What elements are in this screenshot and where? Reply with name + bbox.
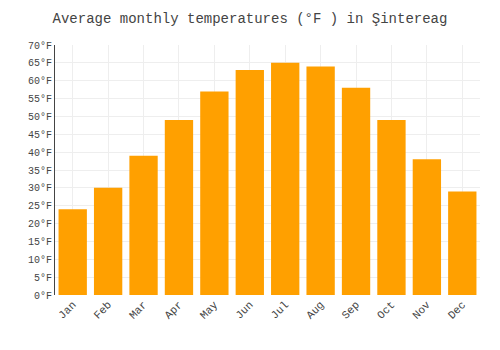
- svg-text:30°F: 30°F: [28, 183, 52, 194]
- svg-text:0°F: 0°F: [34, 291, 52, 302]
- svg-text:55°F: 55°F: [28, 94, 52, 105]
- svg-text:Jan: Jan: [56, 299, 78, 321]
- svg-text:20°F: 20°F: [28, 219, 52, 230]
- svg-text:Oct: Oct: [375, 299, 397, 321]
- svg-text:Aug: Aug: [304, 299, 326, 321]
- svg-text:60°F: 60°F: [28, 76, 52, 87]
- svg-text:Sep: Sep: [340, 299, 362, 321]
- svg-text:Feb: Feb: [92, 299, 114, 321]
- svg-text:10°F: 10°F: [28, 255, 52, 266]
- svg-text:35°F: 35°F: [28, 166, 52, 177]
- svg-text:May: May: [198, 299, 221, 322]
- svg-text:Mar: Mar: [127, 299, 149, 321]
- svg-text:40°F: 40°F: [28, 148, 52, 159]
- svg-text:Dec: Dec: [446, 299, 468, 321]
- svg-text:65°F: 65°F: [28, 58, 52, 69]
- svg-text:15°F: 15°F: [28, 237, 52, 248]
- svg-text:70°F: 70°F: [28, 41, 52, 52]
- svg-text:25°F: 25°F: [28, 201, 52, 212]
- svg-text:Average monthly temperatures (: Average monthly temperatures (°F ) in Şi…: [53, 11, 448, 27]
- svg-text:45°F: 45°F: [28, 130, 52, 141]
- svg-text:Apr: Apr: [162, 299, 184, 321]
- svg-text:Jun: Jun: [233, 299, 255, 321]
- svg-text:Jul: Jul: [269, 299, 291, 321]
- svg-text:Nov: Nov: [410, 299, 433, 322]
- svg-text:50°F: 50°F: [28, 112, 52, 123]
- svg-text:5°F: 5°F: [34, 273, 52, 284]
